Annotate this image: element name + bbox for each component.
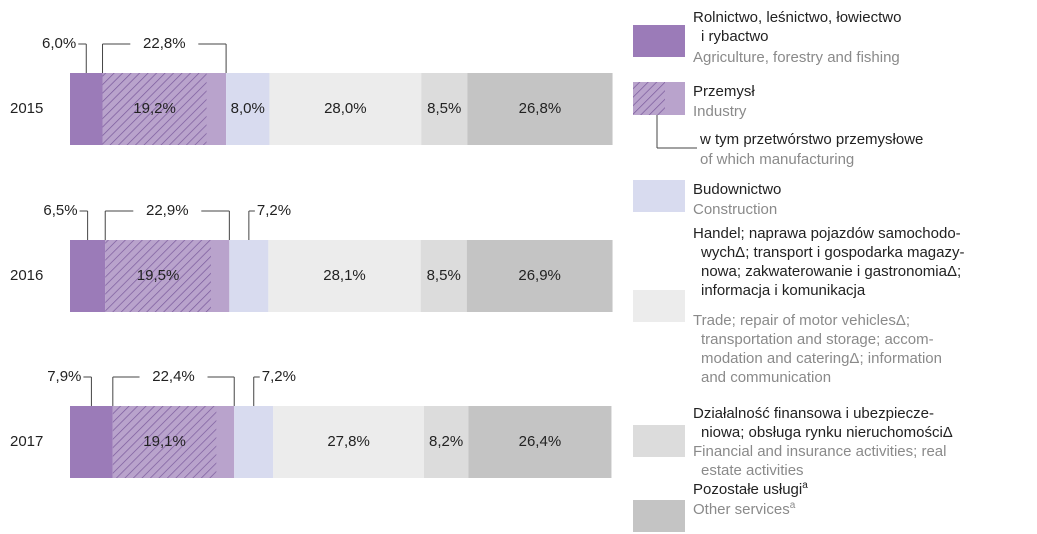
- bar-segment: [269, 73, 422, 145]
- bar-segment: [229, 240, 269, 312]
- legend-label: Industry: [693, 103, 747, 120]
- bar-segment: [468, 406, 612, 478]
- legend-label: Agriculture, forestry and fishing: [693, 49, 900, 66]
- value-label: 7,9%: [47, 368, 81, 385]
- bar-segment: [467, 73, 613, 145]
- legend-swatch: [633, 25, 685, 57]
- value-label: 26,4%: [519, 433, 562, 450]
- legend-label: Handel; naprawa pojazdów samochodo- wych…: [693, 225, 965, 299]
- legend-label: Rolnictwo, leśnictwo, łowiectwo i rybact…: [693, 9, 902, 45]
- y-tick-label: 2016: [10, 267, 43, 284]
- value-label: 7,2%: [262, 368, 296, 385]
- bar-segment: [226, 73, 270, 145]
- legend-swatch: [633, 500, 685, 532]
- footnote-mark: a: [802, 480, 808, 491]
- value-label: 26,8%: [519, 100, 562, 117]
- legend-label: of which manufacturing: [700, 151, 855, 168]
- legend-label: Działalność finansowa i ubezpiecze- niow…: [693, 405, 953, 441]
- legend-label: Construction: [693, 201, 778, 218]
- legend-label: Budownictwo: [693, 181, 782, 198]
- legend-swatch: [633, 180, 685, 212]
- legend-swatch-hatched: [633, 82, 665, 115]
- bar-segment: [273, 406, 424, 478]
- bar-segment: [423, 406, 469, 478]
- value-label: 6,0%: [42, 35, 76, 52]
- value-label: 6,5%: [43, 202, 77, 219]
- value-label: 22,8%: [143, 35, 186, 52]
- value-label: 8,2%: [429, 433, 463, 450]
- bar-segment-hatched: [112, 406, 217, 478]
- value-label: 28,1%: [323, 267, 366, 284]
- bar-segment: [421, 73, 468, 145]
- legend-label: w tym przetwórstwo przemysłowe: [700, 131, 924, 148]
- bar-segment: [70, 73, 103, 145]
- bar-segment: [268, 240, 421, 312]
- bar-segment-hatched: [102, 73, 207, 145]
- y-tick-label: 2015: [10, 100, 43, 117]
- value-label: 26,9%: [518, 267, 561, 284]
- legend-label: Trade; repair of motor vehiclesΔ; transp…: [693, 312, 942, 386]
- bar-segment: [234, 406, 274, 478]
- value-label: 8,5%: [427, 267, 461, 284]
- value-label: 19,2%: [133, 100, 176, 117]
- footnote-mark: a: [789, 500, 796, 511]
- bar-segment: [466, 240, 613, 312]
- legend-label: Financial and insurance activities; real…: [693, 443, 947, 479]
- legend-label: Other services: [693, 501, 790, 518]
- legend-item: Other servicesa: [693, 500, 1037, 519]
- value-label: 22,9%: [146, 202, 189, 219]
- y-tick-label: 2017: [10, 433, 43, 450]
- value-label: 22,4%: [152, 368, 195, 385]
- value-label: 8,5%: [427, 100, 461, 117]
- legend-swatch: [633, 425, 685, 457]
- value-label: 7,2%: [257, 202, 291, 219]
- value-label: 19,1%: [143, 433, 186, 450]
- legend-swatch: [633, 290, 685, 322]
- legend-item: Pozostałe usługia: [693, 480, 1037, 499]
- legend-label: Pozostałe usługi: [693, 481, 803, 498]
- bar-segment: [420, 240, 467, 312]
- value-label: 27,8%: [327, 433, 370, 450]
- value-label: 19,5%: [137, 267, 180, 284]
- legend-label: Przemysł: [693, 83, 755, 100]
- bar-segment-hatched: [105, 240, 211, 312]
- bar-segment: [70, 240, 106, 312]
- value-label: 28,0%: [324, 100, 367, 117]
- bar-segment: [70, 406, 113, 478]
- value-label: 8,0%: [231, 100, 265, 117]
